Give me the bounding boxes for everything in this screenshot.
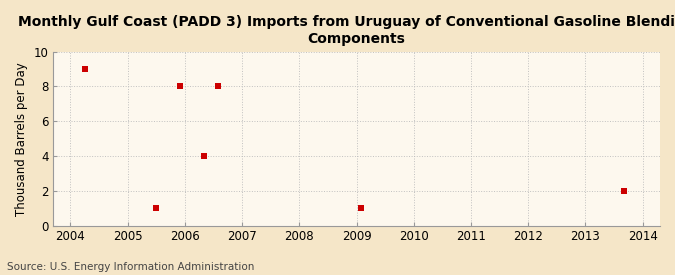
Point [198, 154, 209, 158]
Title: Monthly Gulf Coast (PADD 3) Imports from Uruguay of Conventional Gasoline Blendi: Monthly Gulf Coast (PADD 3) Imports from… [18, 15, 675, 46]
Text: Source: U.S. Energy Information Administration: Source: U.S. Energy Information Administ… [7, 262, 254, 272]
Point [213, 84, 223, 89]
Y-axis label: Thousand Barrels per Day: Thousand Barrels per Day [15, 62, 28, 216]
Point [80, 67, 90, 71]
Point [618, 189, 629, 193]
Point [175, 84, 186, 89]
Point [356, 206, 367, 210]
Point [151, 206, 162, 210]
